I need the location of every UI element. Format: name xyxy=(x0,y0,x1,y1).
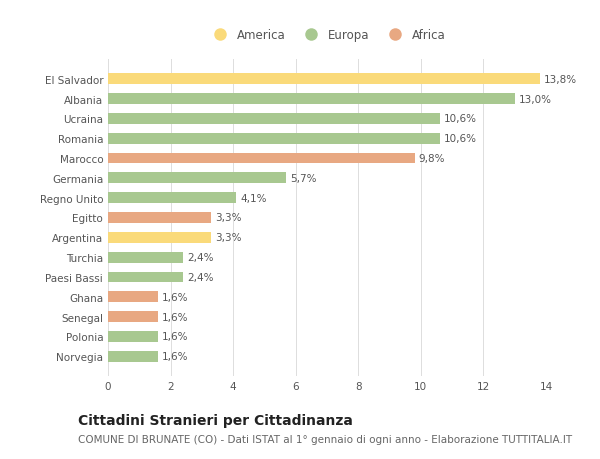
Text: 1,6%: 1,6% xyxy=(162,352,188,362)
Text: 13,8%: 13,8% xyxy=(544,74,577,84)
Bar xyxy=(108,153,415,164)
Bar xyxy=(108,331,158,342)
Legend: America, Europa, Africa: America, Europa, Africa xyxy=(203,24,451,47)
Text: 1,6%: 1,6% xyxy=(162,332,188,342)
Text: Cittadini Stranieri per Cittadinanza: Cittadini Stranieri per Cittadinanza xyxy=(78,413,353,427)
Bar xyxy=(108,94,515,105)
Text: 10,6%: 10,6% xyxy=(443,114,476,124)
Text: 2,4%: 2,4% xyxy=(187,252,214,263)
Bar xyxy=(108,114,440,124)
Text: COMUNE DI BRUNATE (CO) - Dati ISTAT al 1° gennaio di ogni anno - Elaborazione TU: COMUNE DI BRUNATE (CO) - Dati ISTAT al 1… xyxy=(78,434,572,444)
Bar xyxy=(108,252,183,263)
Text: 5,7%: 5,7% xyxy=(290,174,317,184)
Text: 3,3%: 3,3% xyxy=(215,213,241,223)
Text: 1,6%: 1,6% xyxy=(162,312,188,322)
Text: 13,0%: 13,0% xyxy=(518,94,551,104)
Bar xyxy=(108,292,158,302)
Bar xyxy=(108,173,286,184)
Bar xyxy=(108,312,158,322)
Text: 3,3%: 3,3% xyxy=(215,233,241,243)
Bar xyxy=(108,351,158,362)
Text: 1,6%: 1,6% xyxy=(162,292,188,302)
Text: 4,1%: 4,1% xyxy=(240,193,266,203)
Bar xyxy=(108,134,440,144)
Bar xyxy=(108,74,540,85)
Bar xyxy=(108,193,236,204)
Bar xyxy=(108,232,211,243)
Text: 9,8%: 9,8% xyxy=(418,154,445,164)
Bar xyxy=(108,213,211,224)
Text: 2,4%: 2,4% xyxy=(187,272,214,282)
Text: 10,6%: 10,6% xyxy=(443,134,476,144)
Bar xyxy=(108,272,183,283)
